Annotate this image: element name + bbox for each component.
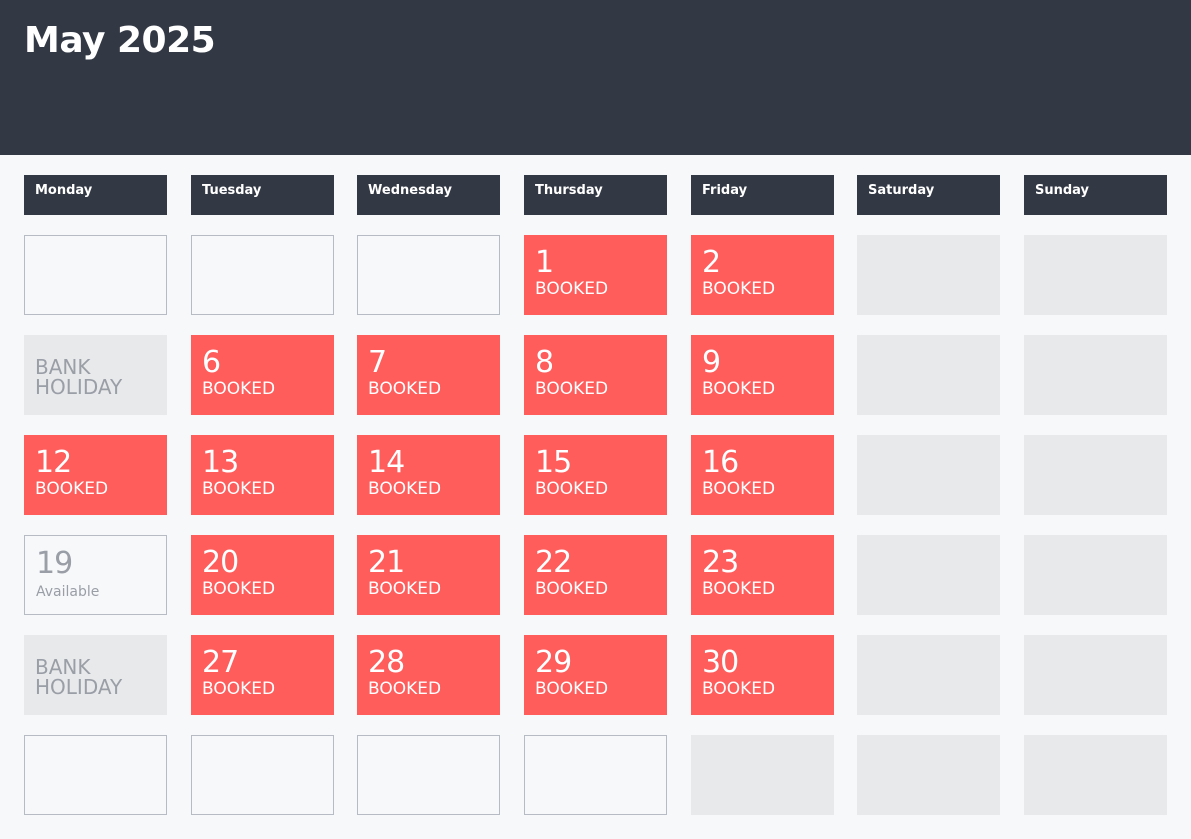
day-number: 12 [35, 445, 72, 480]
day-number: 27 [202, 645, 239, 680]
booked-status: BOOKED [702, 379, 776, 399]
booked-status: BOOKED [702, 679, 776, 699]
day-number: 21 [368, 545, 405, 580]
weekend-cell [857, 235, 1000, 315]
booked-status: BOOKED [535, 579, 609, 599]
day-cell-2[interactable]: 2 BOOKED [691, 235, 834, 315]
day-number: 19 [36, 546, 73, 581]
booked-status: BOOKED [202, 479, 276, 499]
weekday-header-saturday: Saturday [857, 175, 1000, 215]
weekend-cell [1024, 635, 1167, 715]
day-cell-1[interactable]: 1 BOOKED [524, 235, 667, 315]
empty-day-cell [24, 235, 167, 315]
day-number: 13 [202, 445, 239, 480]
day-number: 15 [535, 445, 572, 480]
empty-day-cell [191, 735, 334, 815]
day-cell-9[interactable]: 9 BOOKED [691, 335, 834, 415]
weekend-cell [857, 335, 1000, 415]
empty-day-cell [24, 735, 167, 815]
bank-holiday-label: BANK HOLIDAY [35, 355, 123, 399]
booked-status: BOOKED [535, 379, 609, 399]
weekend-cell [857, 635, 1000, 715]
booked-status: BOOKED [202, 579, 276, 599]
booked-status: BOOKED [202, 679, 276, 699]
weekday-header-friday: Friday [691, 175, 834, 215]
day-number: 1 [535, 245, 554, 280]
day-cell-23[interactable]: 23 BOOKED [691, 535, 834, 615]
day-cell-30[interactable]: 30 BOOKED [691, 635, 834, 715]
day-cell-12[interactable]: 12 BOOKED [24, 435, 167, 515]
weekday-header-tuesday: Tuesday [191, 175, 334, 215]
day-number: 23 [702, 545, 739, 580]
booked-status: BOOKED [702, 479, 776, 499]
day-number: 22 [535, 545, 572, 580]
empty-day-cell [191, 235, 334, 315]
day-cell-7[interactable]: 7 BOOKED [357, 335, 500, 415]
weekday-header-thursday: Thursday [524, 175, 667, 215]
page-title: May 2025 [24, 20, 216, 61]
day-cell-14[interactable]: 14 BOOKED [357, 435, 500, 515]
booked-status: BOOKED [368, 679, 442, 699]
day-number: 7 [368, 345, 387, 380]
day-cell-29[interactable]: 29 BOOKED [524, 635, 667, 715]
day-number: 14 [368, 445, 405, 480]
weekend-cell [1024, 535, 1167, 615]
bank-holiday-cell[interactable]: BANK HOLIDAY [24, 635, 167, 715]
day-cell-22[interactable]: 22 BOOKED [524, 535, 667, 615]
day-cell-19[interactable]: 19 Available [24, 535, 167, 615]
day-cell-21[interactable]: 21 BOOKED [357, 535, 500, 615]
day-number: 30 [702, 645, 739, 680]
booked-status: BOOKED [702, 279, 776, 299]
day-number: 6 [202, 345, 221, 380]
booked-status: BOOKED [368, 379, 442, 399]
weekday-header-wednesday: Wednesday [357, 175, 500, 215]
day-number: 29 [535, 645, 572, 680]
weekend-cell [1024, 335, 1167, 415]
empty-day-cell [524, 735, 667, 815]
weekend-cell [1024, 235, 1167, 315]
day-number: 16 [702, 445, 739, 480]
day-number: 2 [702, 245, 721, 280]
calendar-header: May 2025 [0, 0, 1191, 155]
available-status: Available [36, 584, 100, 600]
bank-holiday-cell[interactable]: BANK HOLIDAY [24, 335, 167, 415]
empty-day-cell [357, 235, 500, 315]
day-cell-28[interactable]: 28 BOOKED [357, 635, 500, 715]
weekend-cell [1024, 435, 1167, 515]
weekend-cell [857, 535, 1000, 615]
weekday-header-monday: Monday [24, 175, 167, 215]
weekday-header-sunday: Sunday [1024, 175, 1167, 215]
weekend-cell [857, 435, 1000, 515]
day-cell-13[interactable]: 13 BOOKED [191, 435, 334, 515]
day-number: 20 [202, 545, 239, 580]
day-cell-15[interactable]: 15 BOOKED [524, 435, 667, 515]
booked-status: BOOKED [535, 679, 609, 699]
day-cell-20[interactable]: 20 BOOKED [191, 535, 334, 615]
day-number: 8 [535, 345, 554, 380]
day-cell-16[interactable]: 16 BOOKED [691, 435, 834, 515]
bank-holiday-label: BANK HOLIDAY [35, 655, 123, 699]
booked-status: BOOKED [535, 479, 609, 499]
booked-status: BOOKED [202, 379, 276, 399]
day-cell-8[interactable]: 8 BOOKED [524, 335, 667, 415]
empty-day-cell [357, 735, 500, 815]
weekend-cell [1024, 735, 1167, 815]
weekend-cell [691, 735, 834, 815]
day-number: 9 [702, 345, 721, 380]
day-cell-27[interactable]: 27 BOOKED [191, 635, 334, 715]
booked-status: BOOKED [535, 279, 609, 299]
booked-status: BOOKED [368, 579, 442, 599]
day-number: 28 [368, 645, 405, 680]
weekend-cell [857, 735, 1000, 815]
day-cell-6[interactable]: 6 BOOKED [191, 335, 334, 415]
booked-status: BOOKED [702, 579, 776, 599]
booked-status: BOOKED [35, 479, 109, 499]
booked-status: BOOKED [368, 479, 442, 499]
